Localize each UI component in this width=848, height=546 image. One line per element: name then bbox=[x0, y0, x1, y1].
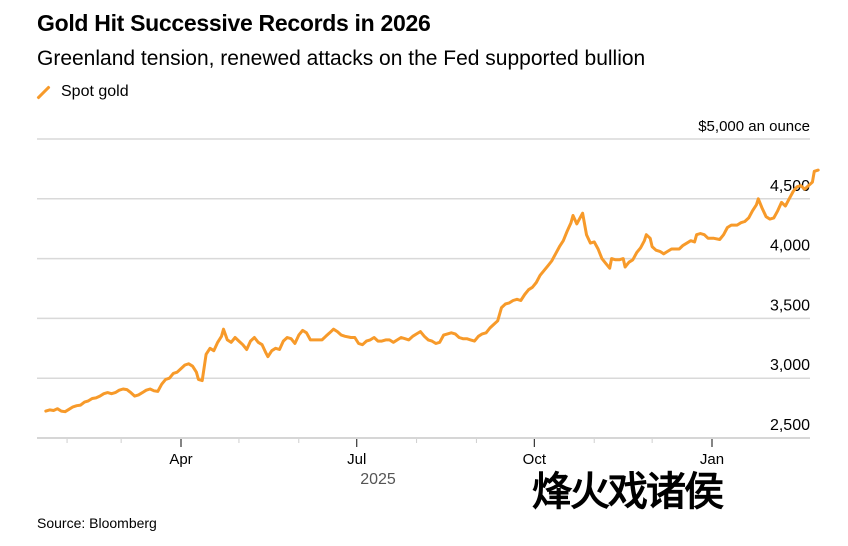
y-axis-labels: $5,000 an ounce 4,500 4,000 3,500 3,000 2,500 bbox=[698, 118, 810, 434]
watermark: 烽火戏诸侯 bbox=[532, 469, 724, 515]
chart-title: Gold Hit Successive Records in 2026 bbox=[37, 10, 431, 36]
y-tick-label: 4,500 bbox=[770, 178, 810, 195]
series-group bbox=[44, 168, 820, 414]
legend-label: Spot gold bbox=[61, 83, 129, 100]
y-tick-label: $5,000 an ounce bbox=[698, 118, 810, 135]
x-tick-label: Oct bbox=[523, 451, 547, 468]
y-tick-label: 4,000 bbox=[770, 238, 810, 255]
y-tick-label: 3,000 bbox=[770, 357, 810, 374]
legend: Spot gold bbox=[37, 83, 129, 101]
x-tick-label: Apr bbox=[169, 451, 192, 468]
x-tick-label: Jul bbox=[347, 451, 366, 468]
source-note: Source: Bloomberg bbox=[37, 515, 157, 531]
chart-subtitle: Greenland tension, renewed attacks on th… bbox=[37, 47, 646, 70]
y-tick-label: 2,500 bbox=[770, 417, 810, 434]
y-tick-label: 3,500 bbox=[770, 297, 810, 314]
x-year-label: 2025 bbox=[360, 471, 396, 488]
series-line-spot-gold bbox=[44, 168, 820, 414]
gridlines bbox=[37, 138, 810, 439]
x-tick-label: Jan bbox=[700, 451, 724, 468]
x-axis: Apr Jul Oct Jan 2025 bbox=[66, 439, 724, 488]
